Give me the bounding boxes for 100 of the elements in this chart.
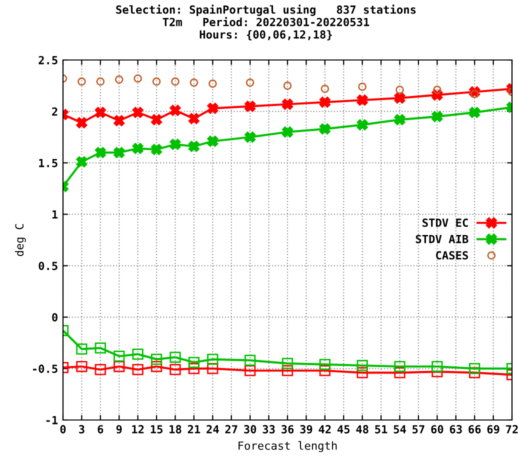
x-tick-label: 12 [132,425,144,434]
point [188,113,200,124]
point [170,364,181,376]
y-axis-title: deg C [14,224,26,256]
point [244,132,256,143]
x-tick-label: 45 [337,425,350,434]
point [433,86,442,94]
x-tick-label: 24 [206,425,219,434]
y-tick-label: 2.5 [38,56,58,64]
y-tick-label: -0.5 [33,364,58,373]
x-tick-label: 57 [412,425,424,434]
point [114,115,125,126]
point [94,106,106,118]
point [432,360,443,372]
point [188,356,200,368]
point [188,140,200,152]
point [207,136,218,147]
x-tick-label: 42 [318,425,331,434]
point [244,354,256,366]
x-tick-label: 72 [506,425,518,434]
point [282,126,294,138]
point [356,119,368,130]
point [76,360,88,372]
point [244,100,256,112]
point [282,365,294,376]
point [358,82,366,91]
x-axis-title: Forecast length [238,441,337,452]
point [207,363,218,374]
x-tick-label: 15 [150,425,162,434]
x-tick-label: 3 [79,425,84,434]
point [94,364,106,376]
x-tick-label: 54 [394,425,406,434]
point [244,365,256,376]
y-tick-label: 2 [52,107,58,116]
point [432,111,443,122]
y-tick-label: 1 [52,210,58,219]
point [114,147,125,158]
point [319,358,330,370]
point [170,138,181,150]
point [469,106,480,118]
point [132,348,144,360]
point [188,363,200,374]
point [282,98,294,110]
point [76,156,88,168]
point [114,75,124,84]
y-tick-label: 0 [52,313,58,322]
point [356,360,368,372]
point [94,342,106,354]
point [319,365,330,376]
legend-label: STDV AIB [416,234,468,244]
point [208,79,217,88]
point [319,96,330,108]
x-tick-label: 51 [375,425,388,434]
chart-title: Selection: SpainPortugal using 837 stations T2m Period: 20220301-20220531 Hours: {00,06,12,18} [116,4,416,40]
y-tick-label: -1 [46,416,58,424]
point [246,78,254,87]
y-tick-label: 0.5 [38,262,58,270]
point [283,82,292,90]
point [150,144,162,156]
point [171,77,180,86]
x-tick-label: 0 [60,425,66,434]
x-tick-label: 30 [244,425,256,434]
point [394,360,406,372]
point [469,363,480,374]
point [170,352,181,363]
x-tick-label: 69 [487,425,500,434]
point [356,94,368,106]
point [94,147,106,158]
point [320,84,330,93]
point [394,92,406,104]
point [76,117,88,128]
point [207,102,218,114]
point [114,360,125,372]
point [150,360,162,372]
point [134,74,142,83]
x-tick-label: 63 [450,425,462,434]
point [114,350,125,362]
x-tick-label: 27 [225,425,238,434]
point [282,358,294,369]
x-tick-label: 48 [356,425,368,434]
point [76,343,88,355]
x-tick-label: 39 [300,425,312,434]
x-tick-label: 33 [262,425,275,434]
point [132,106,144,118]
point [319,123,330,134]
point [394,367,406,378]
x-tick-label: 66 [468,425,481,434]
point [150,354,162,365]
x-tick-label: 6 [98,425,104,434]
point [96,77,105,86]
point [132,364,144,376]
point [396,86,404,94]
x-tick-label: 18 [170,425,182,434]
point [190,78,198,87]
point [394,114,406,126]
x-tick-label: 21 [188,425,200,434]
point [150,114,162,126]
point [152,77,161,86]
point [170,104,181,116]
y-tick-label: 1.5 [39,158,58,168]
